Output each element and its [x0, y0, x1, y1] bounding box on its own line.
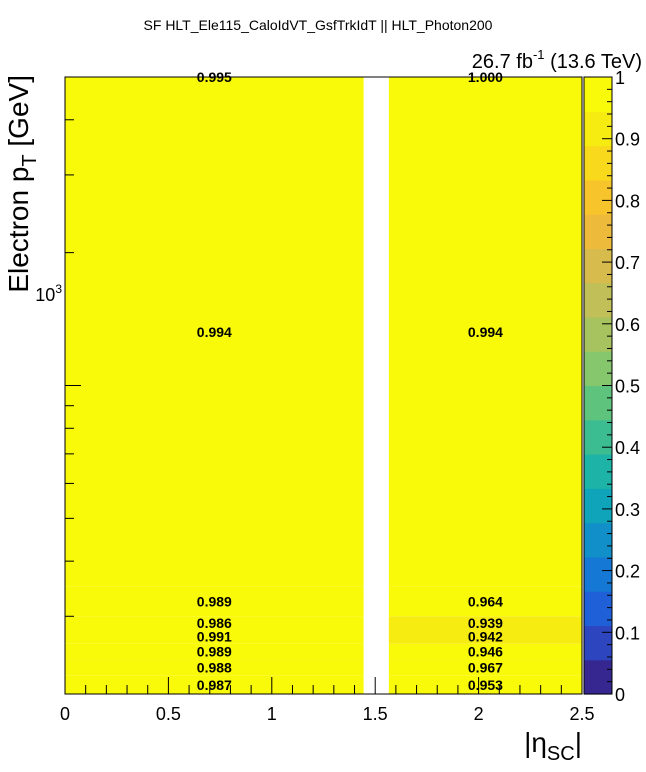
heatmap-cell-labels: 0.9870.9880.9890.9910.9860.9890.9940.995…	[197, 69, 503, 693]
colorbar-segment	[584, 419, 612, 455]
colorbar-segment	[584, 316, 612, 352]
cell-value-label: 0.989	[197, 594, 232, 610]
cell-value-label: 0.964	[468, 594, 503, 610]
heatmap-cell	[388, 77, 582, 587]
y-axis-title: Electron pT [GeV]	[3, 75, 41, 293]
x-tick-label: 2	[474, 704, 484, 724]
z-tick-label: 0.8	[615, 191, 640, 211]
heatmap-cell	[388, 643, 582, 660]
heatmap-cell	[388, 659, 582, 676]
x-tick-label: 0	[60, 704, 70, 724]
cell-value-label: 0.942	[468, 629, 503, 645]
z-tick-label: 0.7	[615, 253, 640, 273]
lumi-value: 26.7 fb	[472, 51, 533, 73]
x-axis-tick-labels: 0 0.5 1 1.5 2 2.5	[60, 704, 595, 724]
x-axis-ticks	[64, 677, 583, 694]
chart-title: SF HLT_Ele115_CaloIdVT_GsfTrkIdT || HLT_…	[144, 17, 493, 33]
lumi-energy: (13.6 TeV)	[545, 51, 642, 73]
heatmap-cells	[65, 77, 582, 694]
heatmap-cell	[65, 675, 364, 694]
heatmap-cell	[388, 629, 582, 644]
cell-value-label: 0.946	[468, 643, 503, 659]
heatmap-cell	[388, 586, 582, 617]
colorbar-segment	[584, 248, 612, 284]
heatmap-cell	[65, 629, 364, 644]
x-tick-label: 1	[267, 704, 277, 724]
cell-value-label: 0.953	[468, 677, 503, 693]
z-tick-label: 0.4	[615, 438, 640, 458]
heatmap-cell	[65, 77, 364, 587]
heatmap-cell	[388, 616, 582, 630]
colorbar-segment	[584, 591, 612, 627]
luminosity-label: 26.7 fb-1 (13.6 TeV)	[472, 47, 642, 73]
y-tick-label-1000: 103	[35, 282, 62, 305]
colorbar-segment	[584, 556, 612, 592]
colorbar-segment	[584, 214, 612, 249]
colorbar-segment	[584, 179, 612, 215]
lumi-exponent: -1	[533, 47, 545, 62]
cell-value-label: 0.994	[468, 324, 503, 340]
z-tick-label: 0.3	[615, 500, 640, 520]
cell-value-label: 0.988	[197, 659, 232, 675]
z-tick-label: 0.6	[615, 315, 640, 335]
colorbar-segment	[584, 625, 612, 661]
colorbar-segment	[584, 351, 612, 387]
colorbar-segment	[584, 77, 612, 112]
y-axis-ticks	[65, 76, 81, 695]
cell-value-label: 0.986	[197, 615, 232, 631]
cell-value-label: 0.994	[197, 324, 232, 340]
z-tick-label: 0.5	[615, 377, 640, 397]
cell-value-label: 0.989	[197, 643, 232, 659]
cell-value-label: 0.987	[197, 677, 232, 693]
color-scale-bar	[583, 76, 613, 695]
cell-value-label: 0.967	[468, 659, 503, 675]
cell-value-label: 0.939	[468, 615, 503, 631]
x-tick-label: 2.5	[569, 704, 594, 724]
colorbar-segment	[584, 282, 612, 318]
z-tick-label: 0	[615, 685, 625, 705]
z-tick-label: 0.1	[615, 623, 640, 643]
colorbar-segment	[584, 659, 612, 695]
z-tick-label: 0.9	[615, 130, 640, 150]
colorbar-segment	[584, 111, 612, 147]
colorbar-segment	[584, 385, 612, 421]
heatmap-cell	[65, 586, 364, 617]
heatmap-cell	[65, 659, 364, 676]
colorbar-segment	[584, 488, 612, 524]
heatmap-cell	[65, 643, 364, 660]
x-axis-title: |ηSC|	[524, 727, 582, 765]
z-tick-label: 1	[615, 68, 625, 88]
heatmap-cell	[65, 616, 364, 630]
color-scale-tick-labels: 0 0.1 0.2 0.3 0.4 0.5 0.6 0.7 0.8 0.9 1	[615, 68, 640, 705]
x-tick-label: 0.5	[156, 704, 181, 724]
x-tick-label: 1.5	[363, 704, 388, 724]
cell-value-label: 0.991	[197, 629, 232, 645]
z-tick-label: 0.2	[615, 562, 640, 582]
colorbar-segment	[584, 522, 612, 558]
